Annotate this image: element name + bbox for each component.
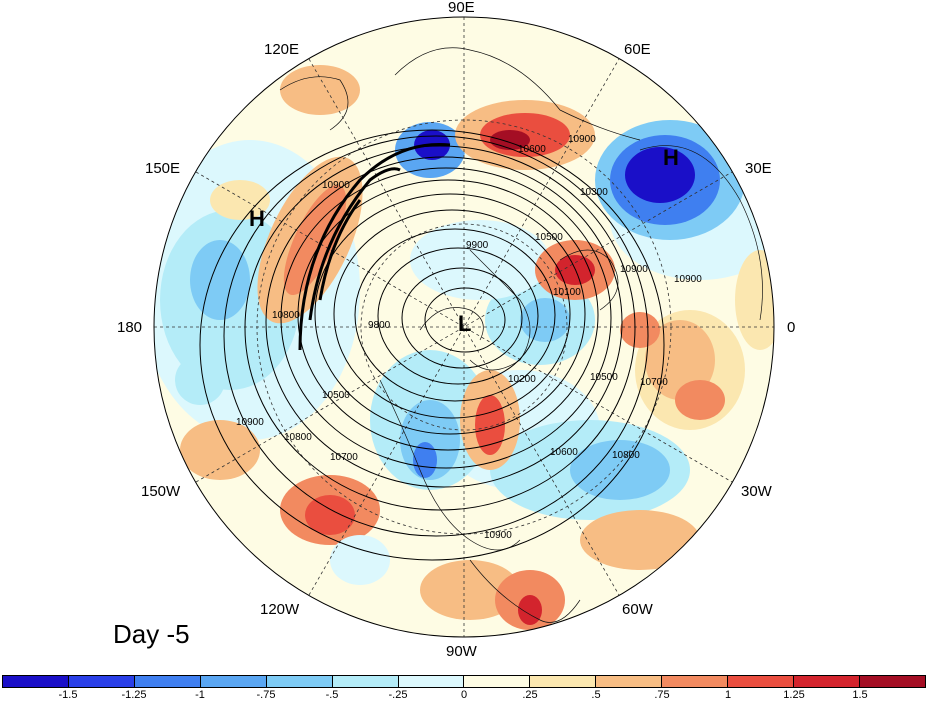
lon-label-120e: 120E <box>264 41 300 58</box>
contour-label: 10800 <box>284 432 312 443</box>
contour-label: 10900 <box>568 134 596 145</box>
contour-labels: 10900 10600 10500 10900 9900 10300 10100… <box>236 134 702 541</box>
contour-label: 10700 <box>330 452 358 463</box>
colorbar-swatch <box>728 676 795 687</box>
colorbar-swatch <box>596 676 663 687</box>
colorbar-swatch <box>68 676 135 687</box>
anomaly-field <box>154 17 774 637</box>
colorbar-tick-label: 0 <box>460 689 468 701</box>
colorbar-swatch <box>200 676 267 687</box>
contour-label: 10600 <box>518 144 546 155</box>
contour-label: 10900 <box>236 417 264 428</box>
contour-label: 10800 <box>612 450 640 461</box>
colorbar-tick-label: -1 <box>195 689 205 701</box>
contour-label: 10100 <box>553 287 581 298</box>
high-pressure-label: H <box>249 206 265 231</box>
lon-label-30w: 30W <box>741 483 772 500</box>
contour-label: 10600 <box>550 447 578 458</box>
colorbar-tick-label: 1.5 <box>852 689 868 701</box>
colorbar-swatch <box>859 676 925 687</box>
colorbar-tick-label: -.75 <box>256 689 276 701</box>
contour-label: 10900 <box>322 180 350 191</box>
lon-label-90w: 90W <box>446 643 477 660</box>
map-boundary <box>153 16 775 638</box>
ridge-contours <box>298 142 451 351</box>
lon-label-90e: 90E <box>448 0 475 16</box>
colorbar-tick-label: -.5 <box>325 689 339 701</box>
colorbar-tick-label: .75 <box>654 689 670 701</box>
day-label: Day -5 <box>113 619 190 649</box>
lon-label-30e: 30E <box>745 160 772 177</box>
contour-label: 10700 <box>640 377 668 388</box>
lon-label-60e: 60E <box>624 41 651 58</box>
lon-label-150e: 150E <box>145 160 181 177</box>
colorbar-tick-label: 1.25 <box>783 689 805 701</box>
colorbar-swatch <box>530 676 597 687</box>
contour-label: 10900 <box>674 274 702 285</box>
colorbar-swatch <box>134 676 201 687</box>
colorbar-swatch <box>464 676 531 687</box>
colorbar-tick-label: -1.5 <box>58 689 78 701</box>
contour-label: 9800 <box>368 320 391 331</box>
contour-label: 10500 <box>322 390 350 401</box>
high-pressure-label: H <box>663 145 679 170</box>
contour-label: 10900 <box>620 264 648 275</box>
colorbar-tick-label: 1 <box>724 689 732 701</box>
colorbar-swatch <box>662 676 729 687</box>
colorbar-swatch <box>332 676 399 687</box>
colorbar-swatch <box>794 676 860 687</box>
contour-label: 9900 <box>466 240 489 251</box>
contour-label: 10500 <box>535 232 563 243</box>
height-contours <box>199 129 665 561</box>
contour-label: 10900 <box>484 530 512 541</box>
low-pressure-label: L <box>458 311 472 336</box>
contour-label: 10200 <box>508 374 536 385</box>
colorbar-tick-label: -1.25 <box>121 689 147 701</box>
colorbar-tick-label: .25 <box>522 689 538 701</box>
contour-label: 10800 <box>272 310 300 321</box>
lon-label-180: 180 <box>117 319 143 336</box>
lon-label-60w: 60W <box>622 601 653 618</box>
colorbar-tick-label: -.25 <box>388 689 408 701</box>
lon-label-150w: 150W <box>141 483 181 500</box>
colorbar-tick-label: .5 <box>591 689 601 701</box>
contour-label: 10300 <box>580 187 608 198</box>
colorbar-swatch <box>266 676 333 687</box>
lon-label-120w: 120W <box>260 601 300 618</box>
colorbar-swatch <box>398 676 465 687</box>
colorbar-swatch <box>3 676 69 687</box>
colorbar <box>2 675 926 688</box>
lon-label-0: 0 <box>787 319 796 336</box>
contour-label: 10500 <box>590 372 618 383</box>
